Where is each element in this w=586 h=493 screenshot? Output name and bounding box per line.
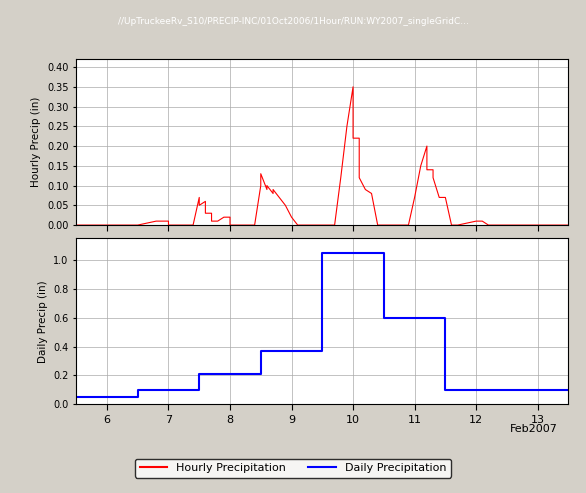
Y-axis label: Daily Precip (in): Daily Precip (in): [38, 280, 47, 363]
Y-axis label: Hourly Precip (in): Hourly Precip (in): [32, 97, 42, 187]
Text: //UpTruckeeRv_S10/PRECIP-INC/01Oct2006/1Hour/RUN:WY2007_singleGridC...: //UpTruckeeRv_S10/PRECIP-INC/01Oct2006/1…: [118, 17, 468, 26]
Legend: Hourly Precipitation, Daily Precipitation: Hourly Precipitation, Daily Precipitatio…: [135, 458, 451, 478]
X-axis label: Feb2007: Feb2007: [510, 424, 558, 434]
